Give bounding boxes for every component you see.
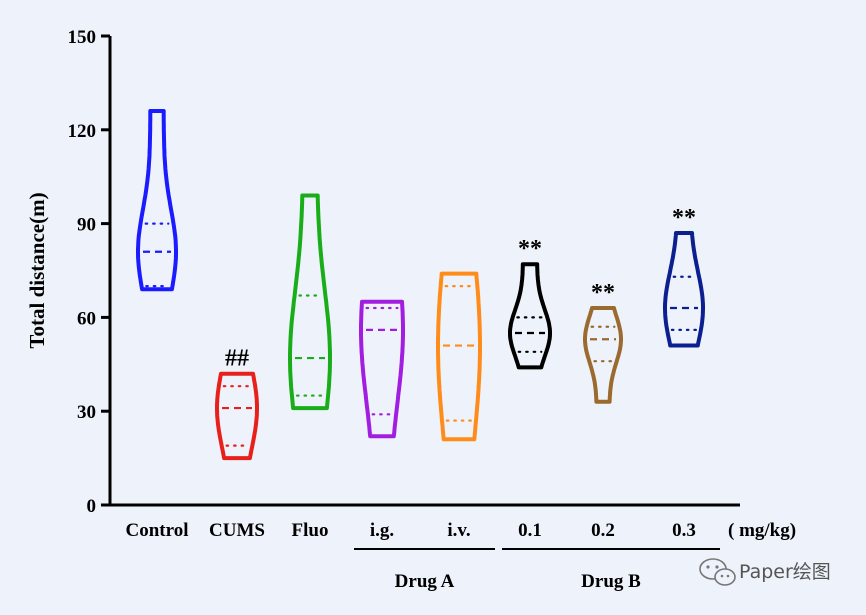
x-tick-label: 0.3 — [672, 520, 696, 541]
violin-Control — [136, 109, 178, 292]
y-tick-label: 90 — [77, 215, 96, 236]
violin-outline — [436, 271, 482, 442]
axes: 0 30 60 90 120 150 Total distance(m) — [25, 27, 740, 517]
x-tick-label: Control — [126, 520, 189, 541]
y-tick-label: 120 — [68, 121, 97, 142]
violin-outline — [215, 371, 259, 461]
watermark: Paper绘图 — [699, 558, 831, 586]
violin-outline — [136, 109, 178, 292]
violin-0.3 — [663, 231, 705, 348]
violins — [136, 109, 705, 461]
y-tick-label: 30 — [77, 402, 96, 423]
violin-Fluo — [288, 193, 332, 411]
violin-outline — [663, 231, 705, 348]
x-tick-label: i.v. — [447, 520, 470, 541]
x-tick-label: 0.2 — [591, 520, 615, 541]
significance-annotation: ** — [672, 205, 696, 231]
significance-annotation: ** — [591, 280, 615, 306]
violin-i.g. — [359, 299, 405, 439]
y-tick-label: 150 — [68, 27, 97, 48]
violin-outline — [359, 299, 405, 439]
group-label: Drug B — [581, 571, 641, 592]
y-tick-label: 0 — [87, 496, 97, 517]
watermark-text: Paper绘图 — [739, 561, 831, 583]
significance-annotation: ** — [518, 236, 542, 262]
violin-outline — [583, 306, 623, 404]
violin-0.1 — [508, 262, 552, 370]
violin-outline — [288, 193, 332, 411]
violin-CUMS — [215, 371, 259, 461]
violin-i.v. — [436, 271, 482, 442]
group-label: Drug A — [395, 571, 455, 592]
y-tick-label: 60 — [77, 308, 96, 329]
wechat-icon — [699, 558, 736, 586]
x-tick-label: i.g. — [370, 520, 394, 541]
violin-outline — [508, 262, 552, 370]
y-axis-title: Total distance(m) — [25, 192, 49, 348]
labels: ## ** ** ** Control CUMS Fluo i.g. i.v. 0.1 0.2 0.3… — [126, 205, 797, 592]
x-tick-label: Fluo — [292, 520, 329, 541]
significance-annotation: ## — [225, 346, 249, 372]
unit-label: ( mg/kg) — [728, 520, 796, 541]
violin-0.2 — [583, 306, 623, 404]
x-tick-label: CUMS — [209, 520, 265, 541]
x-tick-label: 0.1 — [518, 520, 542, 541]
